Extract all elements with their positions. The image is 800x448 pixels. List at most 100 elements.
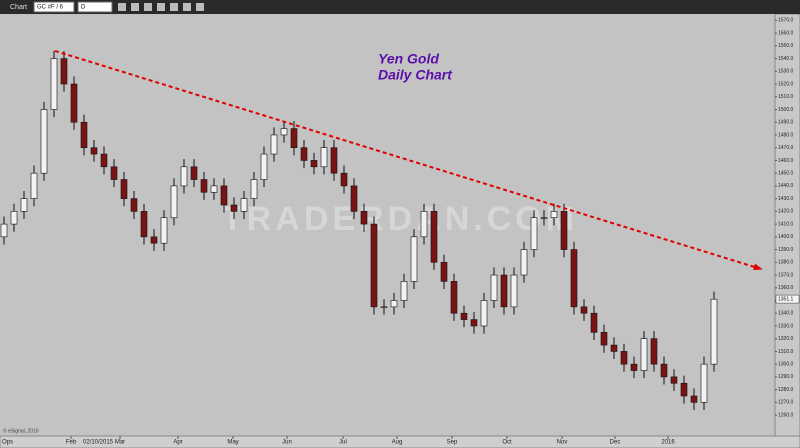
candle-body [110, 166, 118, 180]
x-tick-label: Apr [173, 440, 182, 446]
candle-body [540, 217, 548, 219]
y-tick-label: 1450.0 [778, 170, 794, 176]
icon[interactable] [170, 3, 178, 11]
candle-body [0, 223, 8, 238]
y-tick-label: 1570.0 [778, 18, 794, 24]
y-tick-label: 1470.0 [778, 145, 794, 151]
trendline-arrow [753, 263, 763, 271]
candle-body [430, 211, 438, 263]
y-tick-label: 1400.0 [778, 234, 794, 240]
candle-body [670, 376, 678, 384]
candle-body [450, 281, 458, 314]
x-tick-label: Oct [502, 440, 512, 446]
y-tick-label: 1430.0 [778, 196, 794, 202]
candle-body [640, 338, 648, 371]
interval-box[interactable] [77, 1, 113, 13]
candle-body [240, 198, 248, 212]
cursor-date: 02/10/2015 [83, 440, 114, 446]
y-tick-label: 1550.0 [778, 43, 794, 49]
y-tick-label: 1290.0 [778, 374, 794, 380]
x-tick-label: Nov [557, 440, 568, 446]
candle-body [280, 128, 288, 136]
candle-body [180, 166, 188, 187]
trendline [54, 49, 761, 270]
candle-body [270, 134, 278, 155]
candle-body [600, 332, 608, 346]
candle-body [690, 395, 698, 403]
y-tick-label: 1320.0 [778, 336, 794, 342]
candle-body [70, 83, 78, 123]
candle-body [20, 198, 28, 212]
candle-body [590, 312, 598, 333]
icon[interactable] [196, 3, 204, 11]
x-tick-label: Jun [282, 440, 292, 446]
candle-body [710, 298, 718, 365]
symbol-box[interactable] [33, 1, 75, 13]
y-tick-label: 1530.0 [778, 69, 794, 75]
corner-label: Ops [2, 440, 13, 446]
candle-body [290, 128, 298, 148]
candle-body [380, 306, 388, 308]
interval: D [81, 5, 86, 11]
candle-body [620, 351, 628, 365]
candle-body [80, 121, 88, 148]
candle-body [170, 185, 178, 219]
icon[interactable] [118, 3, 126, 11]
candle-body [320, 147, 328, 168]
x-tick-label: Mar [115, 440, 125, 446]
candle-body [190, 166, 198, 180]
candle-body [60, 58, 68, 85]
candle-body [520, 249, 528, 276]
icon[interactable] [183, 3, 191, 11]
y-tick-label: 1440.0 [778, 183, 794, 189]
candle-body [330, 147, 338, 174]
y-tick-label: 1330.0 [778, 323, 794, 329]
price-axis [774, 13, 800, 437]
candle-body [400, 281, 408, 301]
candle-body [120, 179, 128, 199]
y-tick-label: 1280.0 [778, 387, 794, 393]
candle-body [50, 58, 58, 110]
candle-body [160, 217, 168, 244]
symbol: GC #F / 6 [37, 5, 64, 11]
candle-body [570, 249, 578, 308]
candle-body [340, 172, 348, 187]
toolbar-icons [118, 3, 204, 11]
candle-body [40, 109, 48, 174]
y-tick-label: 1410.0 [778, 221, 794, 227]
candle-body [130, 198, 138, 212]
candle-body [90, 147, 98, 155]
y-tick-label: 1340.0 [778, 311, 794, 317]
candle-body [480, 300, 488, 327]
last-price-box [775, 294, 800, 304]
candle-body [30, 172, 38, 199]
y-tick-label: 1370.0 [778, 272, 794, 278]
chart-title: Daily Chart [378, 67, 453, 83]
candle-body [360, 211, 368, 225]
candle-body [660, 363, 668, 378]
candle-body [100, 153, 108, 168]
candle-body [440, 261, 448, 282]
y-tick-label: 1510.0 [778, 94, 794, 100]
y-tick-label: 1490.0 [778, 120, 794, 126]
y-tick-label: 1300.0 [778, 361, 794, 367]
y-tick-label: 1520.0 [778, 81, 794, 87]
candle-body [250, 179, 258, 199]
icon[interactable] [131, 3, 139, 11]
candle-body [630, 363, 638, 371]
candle-body [300, 147, 308, 161]
candle-body [140, 211, 148, 238]
candle-body [230, 204, 238, 212]
y-tick-label: 1360.0 [778, 285, 794, 291]
candle-body [220, 185, 228, 206]
icon[interactable] [144, 3, 152, 11]
chart-title: Yen Gold [378, 51, 439, 67]
x-tick-label: Sep [447, 440, 458, 446]
y-tick-label: 1420.0 [778, 209, 794, 215]
x-tick-label: Feb [66, 440, 77, 446]
icon[interactable] [157, 3, 165, 11]
y-tick-label: 1540.0 [778, 56, 794, 62]
candle-body [470, 319, 478, 327]
window-label: Chart [10, 4, 27, 11]
